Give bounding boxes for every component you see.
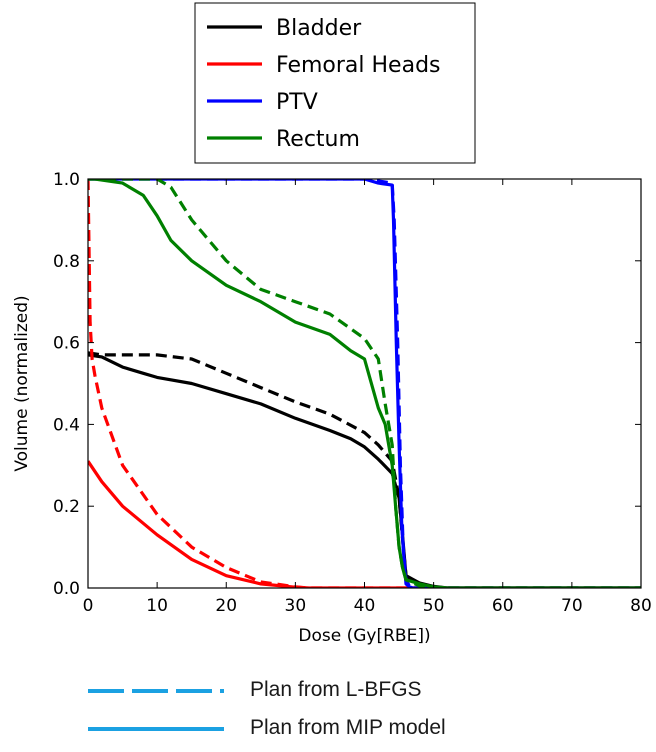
legend-frame: [194, 2, 476, 164]
y-tick-label: 1.0: [53, 170, 80, 190]
legend-label-rectum: Rectum: [276, 127, 360, 152]
x-tick-label: 20: [215, 596, 237, 616]
y-axis-label: Volume (normalized): [12, 295, 32, 471]
plan-style-legend-row: Plan from MIP model: [88, 714, 568, 752]
series-group: [88, 179, 641, 588]
plan-style-legend: Plan from L-BFGS Plan from MIP model: [88, 676, 568, 752]
x-axis-label: Dose (Gy[RBE]): [298, 626, 430, 646]
y-tick-label: 0.6: [53, 334, 80, 354]
legend-label-bladder: Bladder: [276, 16, 362, 41]
series-rectum-mip: [88, 179, 641, 588]
x-tick-label: 70: [561, 596, 583, 616]
x-tick-label: 80: [630, 596, 652, 616]
series-femoral-heads-mip: [88, 460, 641, 588]
x-tick-label: 50: [423, 596, 445, 616]
dashed-line-sample: [88, 689, 224, 693]
plan-mip-label: Plan from MIP model: [250, 716, 446, 739]
plan-style-legend-row: Plan from L-BFGS: [88, 676, 568, 714]
x-tick-label: 30: [285, 596, 307, 616]
x-tick-label: 40: [354, 596, 376, 616]
y-tick-label: 0.2: [53, 497, 80, 517]
plan-lbfgs-label: Plan from L-BFGS: [250, 678, 422, 701]
series-rectum-lbfgs: [88, 179, 641, 588]
legend-label-ptv: PTV: [276, 90, 318, 115]
x-tick-label: 10: [146, 596, 168, 616]
series-bladder-lbfgs: [88, 351, 641, 588]
color-legend: Bladder Femoral Heads PTV Rectum: [194, 2, 476, 164]
y-tick-label: 0.8: [53, 252, 80, 272]
y-tick-label: 0.0: [53, 579, 80, 599]
x-tick-label: 0: [83, 596, 94, 616]
legend-label-femoral-heads: Femoral Heads: [276, 53, 441, 78]
series-bladder-mip: [88, 353, 641, 588]
solid-line-sample: [88, 727, 224, 731]
y-tick-label: 0.4: [53, 415, 80, 435]
x-tick-label: 60: [492, 596, 514, 616]
